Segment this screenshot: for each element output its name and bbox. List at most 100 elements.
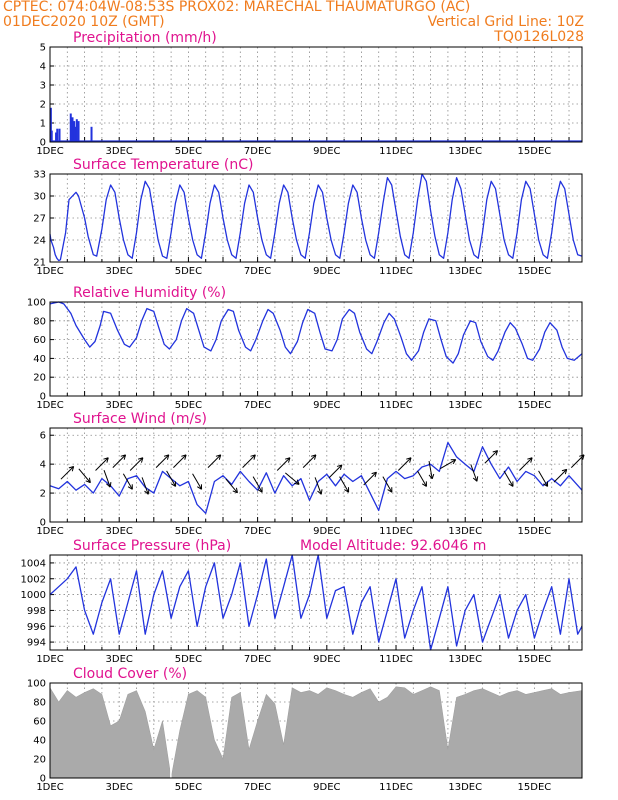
- precipitation-bar: [73, 121, 76, 142]
- wind-arrow-head: [257, 489, 263, 493]
- wind-arrow-head: [296, 479, 300, 485]
- wind-arrow-head: [144, 490, 149, 495]
- humidity-y-tick-label: 100: [27, 298, 46, 309]
- wind-arrow-head: [163, 454, 169, 457]
- precipitation-x-tick-label: 11DEC: [379, 146, 413, 157]
- wind-arrow-head: [317, 490, 322, 495]
- wind-arrow-head: [495, 450, 499, 456]
- wind-x-tick-label: 5DEC: [175, 526, 202, 537]
- wind-arrow-head: [71, 466, 75, 472]
- humidity-x-tick-label: 9DEC: [313, 400, 340, 411]
- wind-arrow-head: [88, 477, 91, 483]
- wind-x-tick-label: 11DEC: [379, 526, 413, 537]
- wind-arrow-head: [184, 454, 187, 460]
- wind-arrow-head: [431, 473, 435, 479]
- humidity-x-tick-label: 7DEC: [244, 400, 271, 411]
- pressure-y-tick-label: 1004: [21, 558, 46, 569]
- wind-arrow-shaft: [78, 468, 91, 483]
- pressure-y-tick-label: 998: [27, 606, 46, 617]
- wind-x-tick-label: 9DEC: [313, 526, 340, 537]
- wind-arrow-head: [387, 489, 393, 493]
- humidity-y-tick-label: 60: [33, 335, 46, 346]
- header-station-line: CPTEC: 074:04W-08:53S PROX02: MARECHAL T…: [3, 0, 471, 15]
- pressure-frame: [49, 554, 583, 651]
- temperature-x-tick-label: 11DEC: [379, 266, 413, 277]
- header-model-code: TQ0126L028: [494, 29, 584, 45]
- pressure-x-tick-label: 3DEC: [106, 654, 133, 665]
- wind-arrow-shaft: [328, 464, 343, 479]
- pressure-y-tick-label: 996: [27, 622, 46, 633]
- model-altitude-label: Model Altitude: 92.6046 m: [300, 538, 486, 554]
- cloud-x-tick-label: 9DEC: [313, 782, 340, 793]
- humidity-y-tick-label: 40: [33, 354, 46, 365]
- pressure-series-line: [49, 554, 583, 651]
- wind-arrow-shaft: [382, 476, 393, 493]
- wind-arrow-head: [582, 454, 585, 460]
- panel-cloud: 1DEC 3DEC 5DEC 7DEC 9DEC 11DEC 13DEC 15DEC 0 20 40…: [27, 666, 583, 793]
- pressure-grid: [50, 555, 582, 650]
- humidity-x-tick-label: 1DEC: [36, 400, 63, 411]
- wind-arrow-head: [374, 472, 377, 478]
- precipitation-x-tick-label: 1DEC: [36, 146, 63, 157]
- precipitation-bar: [75, 119, 78, 142]
- wind-arrow-head: [85, 480, 91, 484]
- header-date-line: 01DEC2020 10Z (GMT): [3, 14, 165, 30]
- wind-arrow-head: [336, 464, 342, 467]
- cloud-x-tick-label: 15DEC: [518, 782, 552, 793]
- wind-arrow-shaft: [122, 473, 133, 490]
- precipitation-y-tick-label: 3: [40, 81, 46, 92]
- temperature-y-tick-label: 33: [33, 170, 46, 181]
- humidity-series-line: [49, 301, 583, 364]
- temperature-grid: [50, 174, 582, 262]
- wind-arrow-head: [106, 457, 109, 463]
- cloud-y-tick-label: 40: [33, 736, 46, 747]
- temperature-x-tick-label: 13DEC: [448, 266, 482, 277]
- temperature-series-line: [49, 173, 583, 262]
- wind-arrow-head: [492, 450, 498, 453]
- wind-arrow-head: [288, 457, 291, 463]
- pressure-y-tick-label: 994: [27, 638, 46, 649]
- wind-x-tick-label: 3DEC: [106, 526, 133, 537]
- wind-arrow-shaft: [276, 457, 291, 471]
- wind-arrow-shaft: [538, 470, 549, 487]
- panel-pressure: 1DEC 3DEC 5DEC 7DEC 9DEC 11DEC 13DEC 15DEC 994 99…: [21, 538, 583, 665]
- precipitation-bar: [58, 128, 61, 142]
- wind-frame: [49, 427, 583, 523]
- temperature-y-tick-label: 24: [33, 236, 46, 247]
- panel-precipitation: 1DEC 3DEC 5DEC 7DEC 9DEC 11DEC 13DEC 15DEC 0 1 2 3 4…: [36, 30, 583, 157]
- cloud-x-tick-label: 1DEC: [36, 782, 63, 793]
- precipitation-x-tick-label: 5DEC: [175, 146, 202, 157]
- wind-arrow-shaft: [314, 477, 322, 495]
- wind-arrow-shaft: [173, 454, 187, 468]
- wind-arrow-head: [197, 486, 202, 490]
- cloud-frame: [49, 682, 583, 779]
- cloud-gap: [170, 683, 172, 778]
- wind-arrow-shaft: [141, 477, 149, 495]
- wind-arrow-head: [120, 454, 126, 457]
- wind-y-tick-label: 0: [40, 518, 46, 529]
- wind-arrow-shaft: [252, 476, 263, 493]
- wind-arrow-head: [421, 483, 427, 487]
- humidity-y-tick-label: 80: [33, 316, 46, 327]
- panel-temperature: 1DEC 3DEC 5DEC 7DEC 9DEC 11DEC 13DEC 15DEC 21 24 2…: [33, 157, 583, 277]
- humidity-title: Relative Humidity (%): [73, 285, 226, 301]
- precipitation-y-tick-label: 0: [40, 138, 46, 149]
- wind-arrow-head: [109, 482, 112, 488]
- wind-arrow-shaft: [302, 454, 317, 468]
- wind-arrow-head: [140, 457, 144, 463]
- precipitation-bar: [49, 107, 52, 142]
- cloud-y-tick-label: 100: [27, 679, 46, 690]
- cloud-y-tick-label: 60: [33, 717, 46, 728]
- precipitation-x-tick-label: 7DEC: [244, 146, 271, 157]
- cloud-area: [49, 686, 583, 779]
- cloud-x-tick-label: 13DEC: [448, 782, 482, 793]
- precipitation-bar: [77, 121, 80, 142]
- temperature-x-tick-label: 5DEC: [175, 266, 202, 277]
- wind-x-tick-label: 13DEC: [448, 526, 482, 537]
- wind-arrow-head: [232, 490, 238, 494]
- precipitation-y-tick-label: 2: [40, 100, 46, 111]
- wind-arrow-shaft: [242, 454, 256, 468]
- wind-arrow-head: [508, 483, 514, 487]
- temperature-x-tick-label: 15DEC: [518, 266, 552, 277]
- precipitation-frame: [49, 46, 583, 143]
